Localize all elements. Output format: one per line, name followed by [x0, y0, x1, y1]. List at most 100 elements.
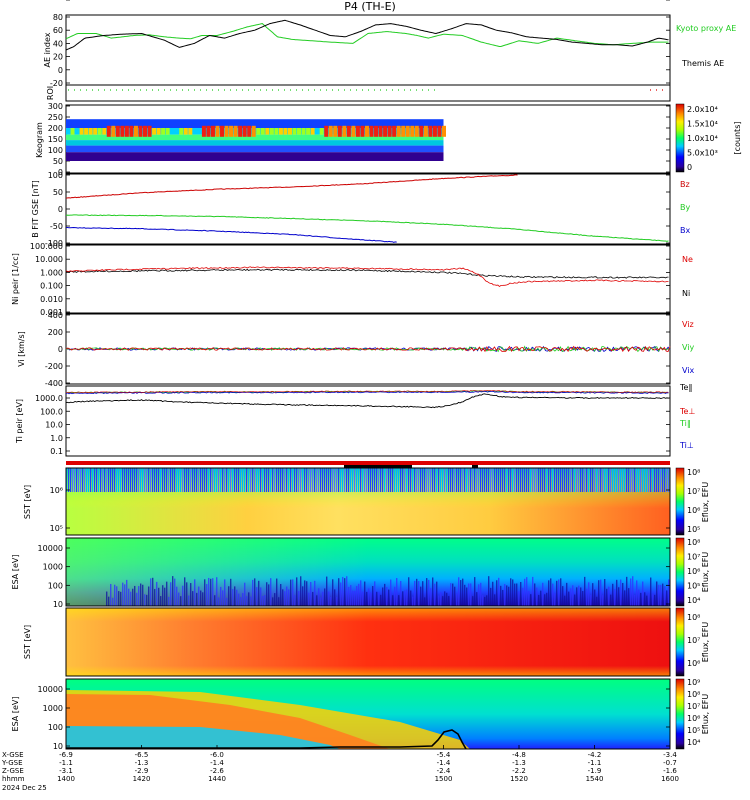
sst-ion-stripe — [668, 468, 670, 492]
keogram-tick-label: 50 — [53, 157, 63, 166]
sst-ion-stripe — [592, 468, 594, 492]
sst-ion-stripe — [210, 468, 212, 492]
sst-ion-stripe — [456, 468, 458, 492]
esa-ion-speckle-col — [134, 585, 136, 606]
keogram-column — [88, 128, 93, 135]
esa-ion-speckle-col — [460, 580, 462, 606]
sst-ion-stripe — [172, 468, 174, 492]
esa-ion-speckle-col — [426, 578, 428, 606]
legend-ne: Ne — [682, 255, 693, 264]
legend-viy: Viy — [682, 343, 695, 352]
keogram-band — [66, 134, 444, 141]
sst-ion-cbar-tick: 10⁵ — [687, 525, 700, 534]
esa-ion-speckle-col — [356, 585, 358, 606]
sst-ion-stripe — [522, 468, 524, 492]
esa-elec-tick-label: 10000 — [38, 685, 63, 694]
esa-ion-speckle-col — [244, 582, 246, 606]
keogram-bright-column — [333, 125, 338, 137]
sst-ion-stripe — [396, 468, 398, 492]
sst-ion-stripe — [384, 468, 386, 492]
esa-ion-speckle-col — [430, 588, 432, 606]
sst-ion-stripe — [244, 468, 246, 492]
esa-elec-colorbar — [675, 678, 685, 750]
sst-ion-stripe — [612, 468, 614, 492]
legend-kyoto: Kyoto proxy AE — [676, 24, 736, 33]
keogram-band — [66, 152, 444, 161]
sst-ion-stripe — [222, 468, 224, 492]
esa-ion-speckle-col — [462, 578, 464, 606]
sst-ion-stripe — [94, 468, 96, 492]
esa-ion-speckle-col — [510, 578, 512, 606]
esa-ion-speckle-col — [116, 586, 118, 606]
x-axis-tick-label: -1.3 — [135, 759, 149, 767]
sst-ion-stripe — [262, 468, 264, 492]
sst-ion-stripe — [564, 468, 566, 492]
x-axis-tick-label: -2.6 — [210, 767, 224, 775]
keogram-bright-column — [401, 125, 406, 137]
esa-ion-speckle-col — [280, 584, 282, 606]
sst-ion-stripe — [212, 468, 214, 492]
keogram-bright-column — [364, 125, 369, 137]
esa-ion-speckle-col — [238, 593, 240, 606]
esa-ion-speckle-col — [636, 580, 638, 606]
esa-ion-speckle-col — [596, 596, 598, 606]
esa-ion-cbar-tick: 10⁵ — [687, 582, 700, 591]
sst-ion-stripe — [552, 468, 554, 492]
esa-ion-speckle — [106, 576, 670, 606]
keogram-tick-label: 150 — [48, 135, 63, 144]
sst-ion-cbar-tick: 10⁸ — [687, 468, 700, 477]
sst-ion-stripe — [520, 468, 522, 492]
keogram-bright-column — [247, 125, 252, 137]
keogram-column — [301, 128, 306, 135]
esa-ion-speckle-col — [648, 593, 650, 606]
sst-ion-stripe — [494, 468, 496, 492]
esa-ion-speckle-col — [368, 588, 370, 606]
esa-ion-speckle-col — [220, 586, 222, 606]
esa-ion-speckle-col — [600, 579, 602, 606]
sst-ion-stripe — [630, 468, 632, 492]
sst-ion-stripe — [648, 468, 650, 492]
esa-ion-panel: ESA [eV] 10000 1000 100 10 10⁸ 10⁷ 10⁶ 10⁵ 10⁴E… — [11, 537, 710, 609]
bfield-tick-label: 100 — [48, 171, 63, 180]
sst-ion-stripe — [338, 468, 340, 492]
sst-ion-stripe — [588, 468, 590, 492]
esa-ion-speckle-col — [382, 587, 384, 606]
esa-ion-speckle-col — [484, 596, 486, 606]
esa-ion-speckle-col — [610, 594, 612, 606]
esa-ion-speckle-col — [174, 578, 176, 606]
esa-ion-speckle-col — [250, 596, 252, 606]
legend-bx: Bx — [680, 226, 690, 235]
esa-ion-speckle-col — [360, 580, 362, 606]
sst-ion-stripe — [506, 468, 508, 492]
keogram-cbar-tick: 0 — [687, 163, 692, 172]
esa-ion-speckle-col — [322, 591, 324, 606]
esa-ion-speckle-col — [632, 576, 634, 606]
esa-ion-speckle-col — [230, 578, 232, 606]
keogram-bright-column — [147, 125, 152, 137]
esa-ion-speckle-col — [274, 593, 276, 606]
sst-ion-stripe — [322, 468, 324, 492]
keogram-bright-column — [414, 125, 419, 137]
esa-ion-speckle-col — [194, 579, 196, 606]
keogram-bright-column — [210, 125, 215, 137]
esa-ion-speckle-col — [658, 584, 660, 606]
sst-ion-stripe — [440, 468, 442, 492]
keogram-column — [287, 128, 292, 135]
keogram-bright-column — [428, 125, 433, 137]
sst-ion-stripe — [200, 468, 202, 492]
sst-ion-stripe — [166, 468, 168, 492]
sst-ion-stripe — [112, 468, 114, 492]
esa-ion-speckle-col — [202, 592, 204, 606]
sst-ion-stripe — [354, 468, 356, 492]
sst-ion-stripe — [270, 468, 272, 492]
status-bar-red — [66, 461, 670, 465]
sst-ion-stripe — [538, 468, 540, 492]
sst-ion-stripe — [430, 468, 432, 492]
esa-ion-speckle-col — [110, 583, 112, 606]
x-axis-tick-label: 1420 — [133, 775, 151, 783]
esa-ion-speckle-col — [414, 580, 416, 606]
bfield-tick-label: 0 — [58, 205, 63, 214]
x-axis-tick-label: -2.4 — [437, 767, 451, 775]
esa-ion-speckle-col — [136, 592, 138, 606]
esa-ion-speckle-col — [302, 586, 304, 606]
